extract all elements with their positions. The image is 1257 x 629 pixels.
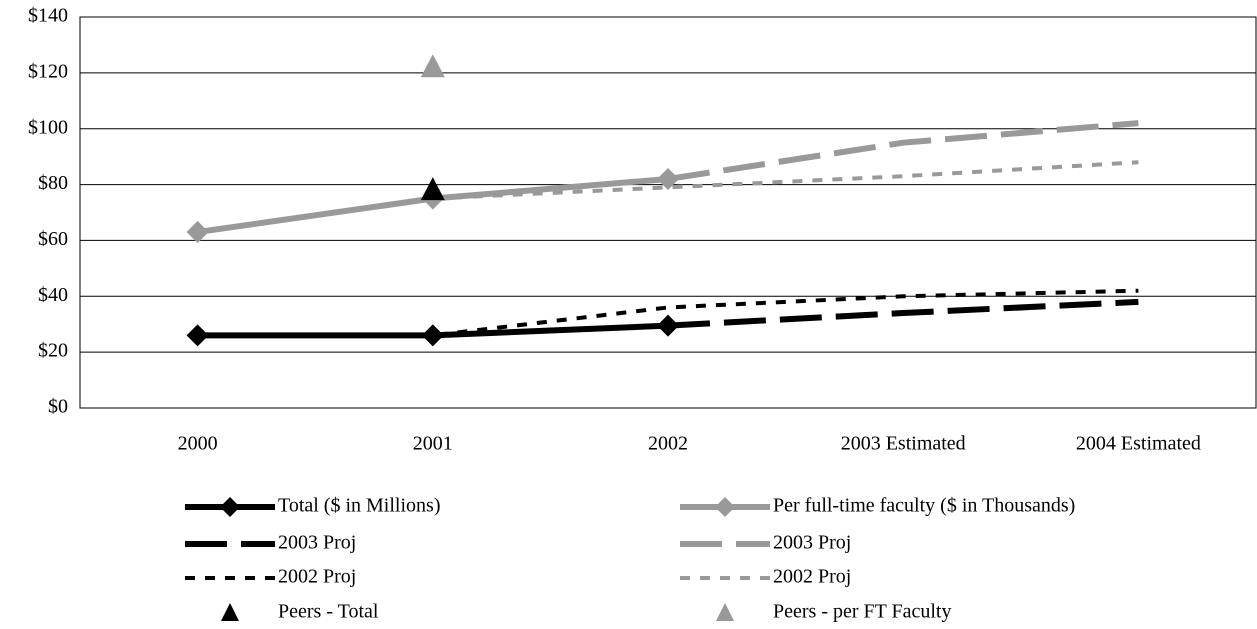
legend-marker [716, 603, 734, 621]
data-marker [186, 221, 209, 244]
legend-label: Total ($ in Millions) [278, 495, 440, 517]
series-line [197, 288, 1139, 338]
legend-marker [715, 497, 735, 517]
series-line [432, 160, 1139, 201]
y-tick-label: $60 [38, 228, 68, 250]
legend-label: 2003 Proj [773, 532, 851, 554]
legend-marker [220, 497, 240, 517]
legend-label: 2003 Proj [278, 532, 356, 554]
legend-label: Peers - per FT Faculty [773, 601, 952, 623]
legend-label: 2002 Proj [773, 566, 851, 588]
y-tick-label: $20 [38, 340, 68, 362]
plot-frame [79, 16, 1257, 409]
data-marker [420, 177, 445, 201]
x-tick-label: 2004 Estimated [1076, 433, 1201, 455]
data-marker [420, 54, 445, 78]
legend-label: Per full-time faculty ($ in Thousands) [773, 495, 1075, 517]
y-tick-label: $0 [48, 396, 68, 418]
data-marker [186, 324, 209, 347]
y-tick-label: $40 [38, 284, 68, 306]
x-tick-label: 2001 [413, 433, 453, 455]
legend-label: Peers - Total [278, 601, 379, 623]
legend-label: 2002 Proj [278, 566, 356, 588]
y-tick-label: $80 [38, 172, 68, 194]
y-tick-label: $140 [28, 5, 68, 27]
x-tick-label: 2002 [648, 433, 688, 455]
legend-marker [221, 603, 239, 621]
series-line [667, 120, 1139, 182]
x-tick-label: 2003 Estimated [841, 433, 966, 455]
y-tick-label: $100 [28, 116, 68, 138]
data-marker [657, 167, 679, 190]
data-marker [657, 314, 679, 337]
series-line [667, 298, 1139, 329]
data-marker [421, 324, 444, 347]
y-tick-label: $120 [28, 60, 68, 82]
x-tick-label: 2000 [178, 433, 218, 455]
